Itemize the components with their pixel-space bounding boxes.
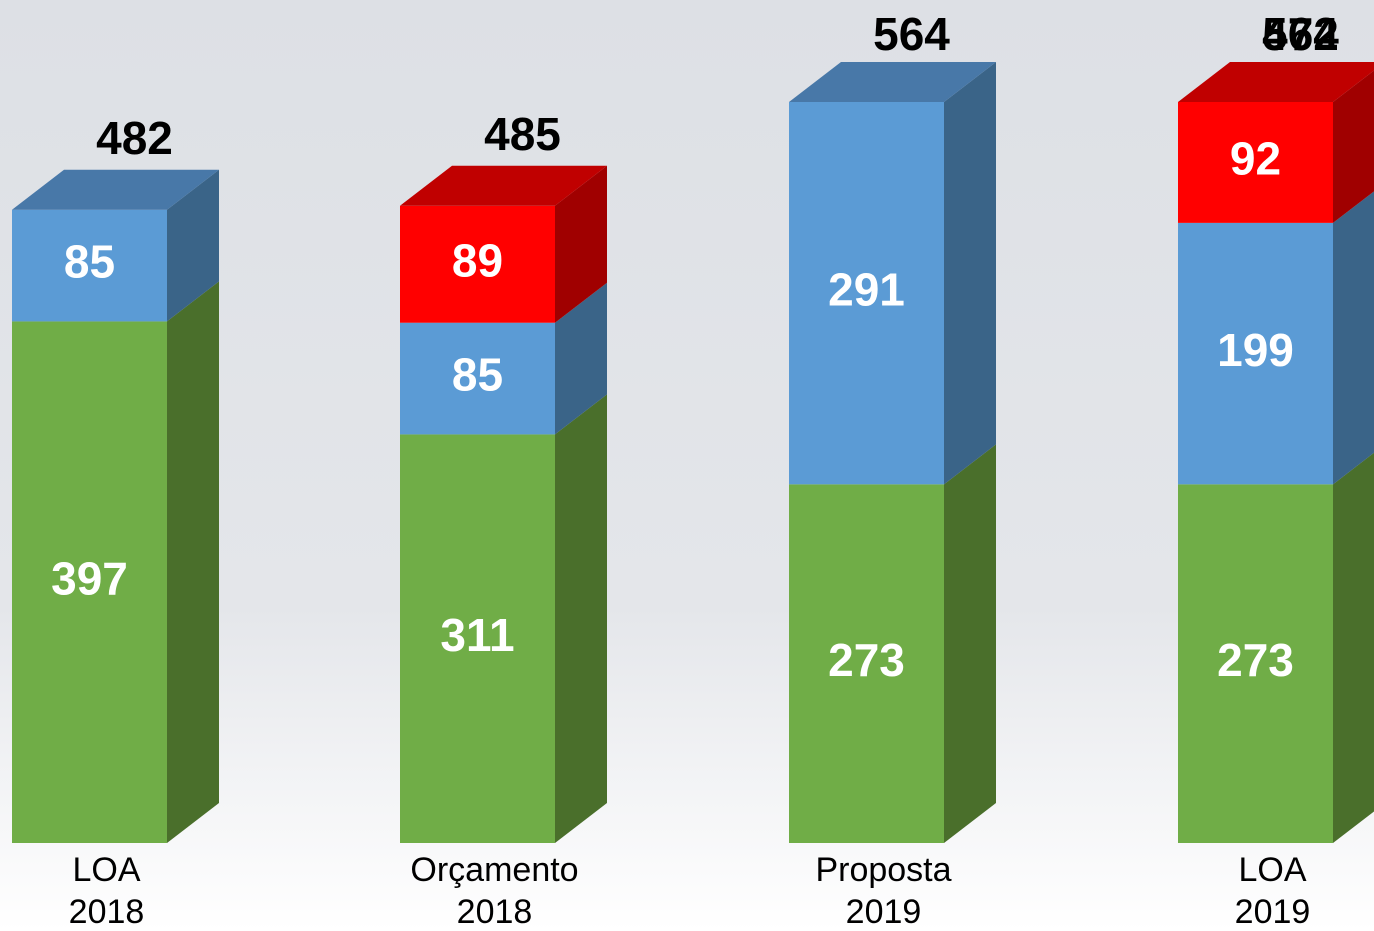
- bar-top: [789, 62, 996, 102]
- bar-side: [555, 394, 607, 843]
- segment-label: 199: [1217, 324, 1294, 376]
- category-label: Orçamento 2018: [410, 851, 578, 931]
- segment-label: 291: [828, 263, 905, 315]
- total-label: 564: [1262, 8, 1339, 60]
- bar-top: [12, 169, 219, 210]
- bar-segment: [789, 484, 944, 843]
- bar-side: [555, 282, 607, 435]
- segment-label: 85: [64, 236, 115, 288]
- total-label: 564: [873, 8, 950, 60]
- bar-side: [1333, 191, 1374, 485]
- total-label: 485: [484, 108, 561, 160]
- bar-top: [400, 165, 607, 206]
- bar-segment: [12, 209, 167, 322]
- segment-label: 273: [828, 634, 905, 686]
- bar-side: [167, 169, 219, 322]
- bar-side: [1333, 70, 1374, 223]
- segment-label: 311: [440, 609, 514, 661]
- bar-segment: [400, 434, 555, 843]
- bar-side: [944, 444, 996, 843]
- segment-label: 85: [452, 349, 503, 401]
- category-label: LOA 2018: [69, 851, 145, 931]
- segment-label: 89: [452, 234, 503, 286]
- segment-label: 397: [51, 552, 128, 604]
- bar-segment: [789, 102, 944, 485]
- segment-label: 92: [1230, 133, 1281, 185]
- segment-label: 273: [1217, 634, 1294, 686]
- bar-segment: [400, 205, 555, 323]
- bar-segment: [1178, 222, 1333, 485]
- bar-segment: [400, 322, 555, 435]
- bar-segment: [1178, 484, 1333, 843]
- bar-segment: [1178, 102, 1333, 223]
- category-label: LOA 2019: [1235, 851, 1311, 931]
- total-label: 482: [96, 112, 173, 164]
- total-label: 472: [1262, 8, 1339, 60]
- bar-side: [1333, 452, 1374, 843]
- bar-top: [1178, 62, 1374, 102]
- bar-side: [555, 165, 607, 323]
- category-label: Proposta 2019: [815, 851, 951, 931]
- bar-side: [944, 62, 996, 485]
- bar-segment: [12, 321, 167, 844]
- bar-side: [167, 281, 219, 844]
